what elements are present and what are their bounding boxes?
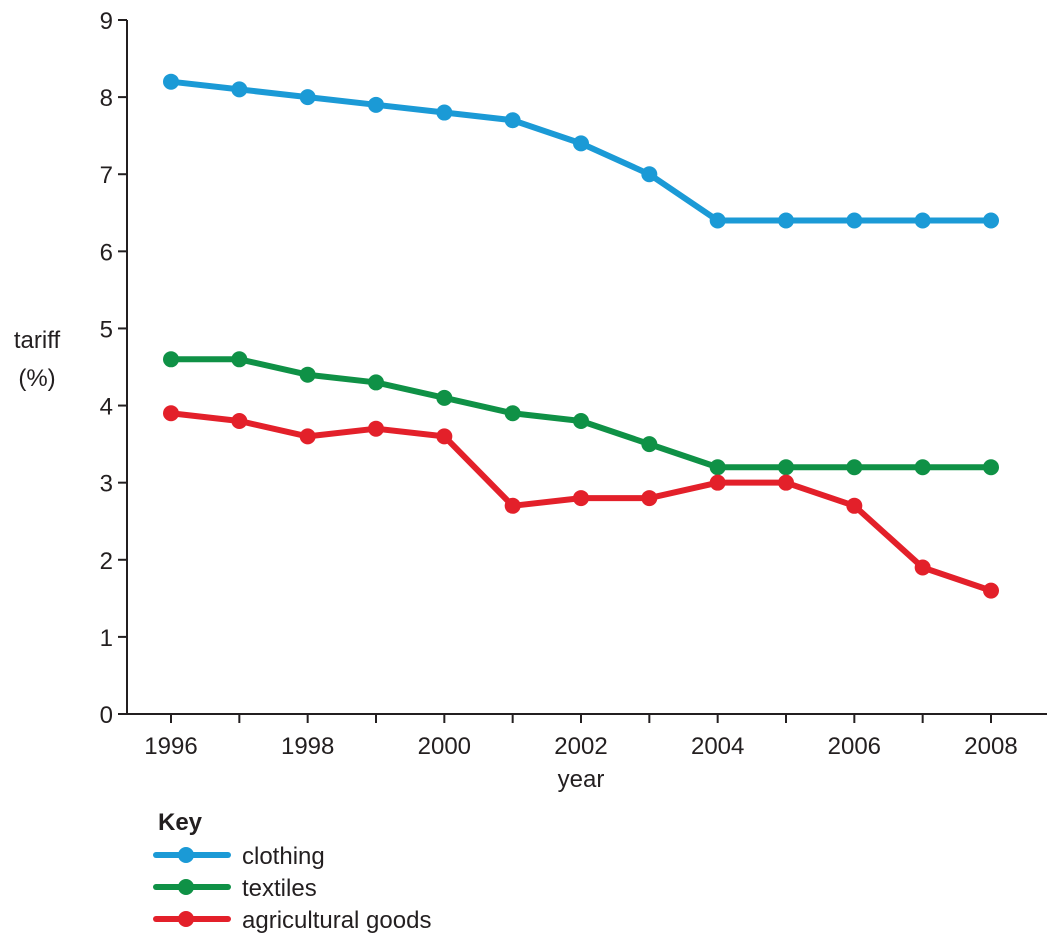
- series-layer: [163, 73, 999, 599]
- y-axis-title-line-1: tariff: [14, 327, 61, 354]
- data-point-agricultural-goods: [163, 405, 179, 422]
- axes: [126, 20, 1047, 715]
- data-point-agricultural-goods: [299, 428, 316, 445]
- data-point-agricultural-goods: [641, 490, 658, 507]
- y-tick-label: 5: [100, 316, 113, 343]
- legend-swatch-marker: [178, 847, 194, 863]
- data-point-agricultural-goods: [504, 497, 521, 514]
- data-point-textiles: [983, 459, 999, 476]
- data-point-clothing: [778, 212, 794, 229]
- legend-swatch-marker: [178, 911, 194, 927]
- y-tick-label: 6: [100, 239, 113, 266]
- data-point-agricultural-goods: [436, 428, 453, 445]
- x-tick-label: 2004: [691, 733, 744, 760]
- data-point-agricultural-goods: [573, 490, 589, 507]
- x-tick-label: 2000: [418, 733, 471, 760]
- x-ticks: 1996 1998 2000 2002 2004 2006 2008: [144, 714, 1018, 760]
- y-tick-label: 3: [100, 471, 113, 498]
- legend-item-agricultural-goods: agricultural goods: [153, 907, 431, 934]
- data-point-agricultural-goods: [846, 497, 863, 514]
- data-point-textiles: [846, 459, 863, 476]
- data-point-agricultural-goods: [983, 582, 999, 599]
- y-tick-label: 9: [100, 8, 113, 35]
- data-point-textiles: [231, 351, 248, 368]
- data-point-agricultural-goods: [914, 559, 931, 576]
- data-point-clothing: [231, 81, 248, 98]
- data-point-clothing: [163, 73, 179, 90]
- data-point-clothing: [914, 212, 931, 229]
- data-point-textiles: [163, 351, 179, 368]
- data-point-textiles: [573, 412, 589, 429]
- data-point-clothing: [299, 89, 316, 106]
- data-point-textiles: [436, 389, 453, 406]
- data-point-textiles: [368, 374, 384, 391]
- series-textiles: [163, 351, 999, 476]
- legend-label: agricultural goods: [242, 907, 431, 934]
- data-point-textiles: [299, 366, 316, 383]
- y-axis-title-line-2: (%): [18, 365, 55, 392]
- data-point-clothing: [368, 96, 384, 113]
- y-tick-label: 7: [100, 162, 113, 189]
- y-tick-label: 1: [100, 625, 113, 652]
- data-point-textiles: [641, 436, 658, 453]
- data-point-agricultural-goods: [778, 474, 794, 491]
- data-point-clothing: [846, 212, 863, 229]
- y-tick-label: 4: [100, 394, 113, 421]
- data-point-clothing: [983, 212, 999, 229]
- y-tick-label: 8: [100, 85, 113, 112]
- x-tick-label: 1998: [281, 733, 334, 760]
- x-tick-label: 2002: [554, 733, 607, 760]
- data-point-clothing: [641, 166, 658, 183]
- x-axis-title: year: [558, 766, 605, 793]
- data-point-textiles: [709, 459, 726, 476]
- legend-label: textiles: [242, 875, 317, 902]
- y-tick-label: 0: [100, 702, 113, 729]
- data-point-textiles: [914, 459, 931, 476]
- legend-item-clothing: clothing: [153, 843, 325, 870]
- legend-item-textiles: textiles: [153, 875, 317, 902]
- legend: Key clothing textiles agricultural goods: [153, 809, 431, 934]
- y-ticks: 0 1 2 3 4 5 6 7 8 9: [100, 8, 127, 729]
- series-agricultural-goods: [163, 405, 999, 599]
- x-tick-label: 2008: [964, 733, 1017, 760]
- x-tick-label: 2006: [828, 733, 881, 760]
- data-point-clothing: [573, 135, 589, 152]
- data-point-clothing: [709, 212, 726, 229]
- legend-swatch-marker: [178, 879, 194, 895]
- data-point-clothing: [504, 112, 521, 129]
- legend-label: clothing: [242, 843, 325, 870]
- data-point-clothing: [436, 104, 453, 121]
- data-point-agricultural-goods: [368, 420, 384, 437]
- legend-title: Key: [158, 809, 203, 836]
- data-point-textiles: [504, 405, 521, 422]
- data-point-agricultural-goods: [231, 412, 248, 429]
- x-tick-label: 1996: [144, 733, 197, 760]
- data-point-agricultural-goods: [709, 474, 726, 491]
- legend-items: clothing textiles agricultural goods: [153, 843, 431, 934]
- series-clothing: [163, 73, 999, 229]
- y-tick-label: 2: [100, 548, 113, 575]
- data-point-textiles: [778, 459, 794, 476]
